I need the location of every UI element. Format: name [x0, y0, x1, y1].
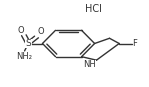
- Text: NH₂: NH₂: [16, 52, 32, 61]
- Text: O: O: [18, 26, 24, 35]
- Text: HCl: HCl: [85, 4, 102, 14]
- Text: NH: NH: [83, 60, 96, 69]
- Text: O: O: [38, 27, 44, 36]
- Text: F: F: [132, 39, 137, 48]
- Text: S: S: [25, 39, 31, 48]
